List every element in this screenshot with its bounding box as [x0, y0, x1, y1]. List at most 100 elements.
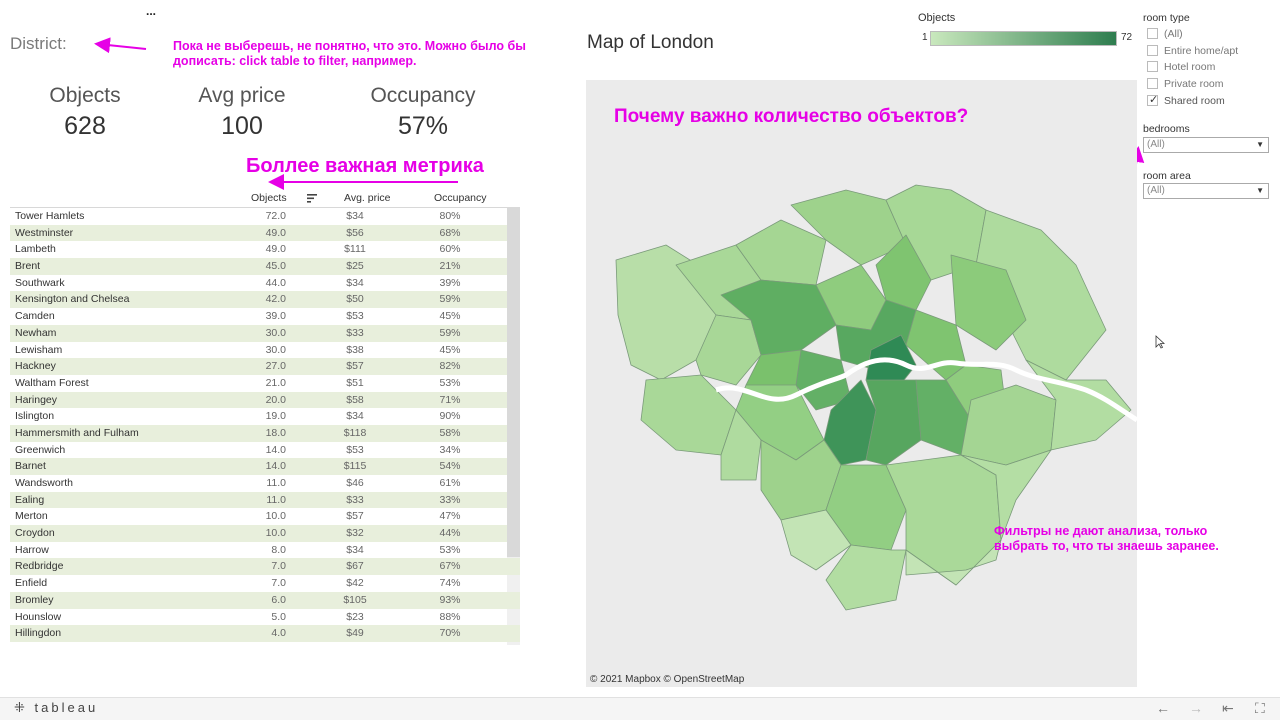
metric-annotation: Боллее важная метрика [246, 155, 484, 177]
occupancy-cell: 74% [439, 577, 461, 590]
table-row[interactable]: Croydon 10.0 $32 44% [10, 525, 520, 542]
bedrooms-dropdown[interactable]: (All) ▼ [1143, 137, 1269, 153]
checkbox[interactable] [1147, 93, 1158, 106]
table-row[interactable]: Kensington and Chelsea 42.0 $50 59% [10, 291, 520, 309]
london-map[interactable] [586, 80, 1137, 687]
occupancy-cell: 34% [439, 443, 461, 456]
avg-price-cell: $111 [344, 243, 366, 256]
checkbox[interactable] [1147, 78, 1158, 90]
table-row[interactable]: Hillingdon 4.0 $49 70% [10, 625, 520, 642]
objects-cell: 20.0 [265, 393, 286, 406]
objects-cell: 7.0 [271, 577, 286, 590]
checkbox[interactable] [1147, 61, 1158, 73]
room-type-option[interactable]: Private room [1147, 78, 1224, 90]
table-row[interactable]: Waltham Forest 21.0 $51 53% [10, 375, 520, 392]
table-row[interactable]: Merton 10.0 $57 47% [10, 508, 520, 525]
table-row[interactable]: Ealing 11.0 $33 33% [10, 491, 520, 509]
redo-icon[interactable]: → [1189, 700, 1203, 716]
table-row[interactable]: Newham 30.0 $33 59% [10, 324, 520, 342]
kpi-value: 57% [397, 112, 449, 140]
occupancy-cell: 88% [439, 610, 461, 623]
objects-cell: 5.0 [271, 610, 286, 623]
undo-icon[interactable]: ← [1156, 700, 1170, 716]
objects-cell: 7.0 [271, 560, 286, 573]
filter-bedrooms-title: bedrooms [1143, 123, 1190, 135]
table-row[interactable]: Islington 19.0 $34 90% [10, 408, 520, 425]
table-row[interactable]: Southwark 44.0 $34 39% [10, 275, 520, 292]
objects-cell: 30.0 [265, 326, 286, 339]
table-row[interactable]: Greenwich 14.0 $53 34% [10, 442, 520, 459]
occupancy-cell: 59% [439, 326, 461, 339]
district-name-cell: Croydon [15, 527, 55, 540]
map-svg[interactable] [586, 80, 1137, 687]
avg-price-cell: $42 [346, 577, 364, 590]
filter-room-area-title: room area [1143, 170, 1191, 182]
avg-price-cell: $46 [346, 477, 364, 489]
objects-cell: 18.0 [265, 426, 286, 439]
occupancy-cell: 33% [439, 493, 461, 506]
fullscreen-icon[interactable]: ⛶ [1255, 700, 1265, 716]
table-row[interactable]: Brent 45.0 $25 21% [10, 258, 520, 275]
district-table[interactable]: Tower Hamlets 72.0 $34 80% Westminster 49.0 $5… [10, 207, 520, 645]
sort-icon[interactable] [307, 194, 317, 203]
room-type-option[interactable]: Shared room [1147, 93, 1225, 107]
district-name-cell: Haringey [15, 393, 58, 406]
table-row[interactable]: Lambeth 49.0 $111 60% [10, 241, 520, 258]
table-row[interactable]: Camden 39.0 $53 45% [10, 308, 520, 325]
table-row[interactable]: Hounslow 5.0 $23 88% [10, 609, 520, 626]
occupancy-cell: 45% [439, 343, 461, 356]
avg-price-cell: $34 [346, 543, 364, 556]
dropdown-value: (All) [1147, 185, 1165, 196]
occupancy-cell: 71% [439, 393, 461, 406]
col-objects[interactable]: Objects [251, 192, 287, 204]
col-avg-price[interactable]: Avg. price [344, 192, 391, 204]
tableau-logo[interactable]: ⁜ tableau [14, 700, 98, 716]
table-row[interactable]: Bromley 6.0 $105 93% [10, 591, 520, 609]
district-name-cell: Kensington and Chelsea [15, 293, 130, 306]
occupancy-cell: 47% [439, 510, 461, 523]
avg-price-cell: $67 [346, 560, 364, 573]
kpi-title: Objects [49, 84, 121, 107]
objects-cell: 10.0 [265, 510, 286, 523]
district-label: District: [10, 34, 67, 53]
borough-region [960, 449, 1052, 541]
col-occupancy[interactable]: Occupancy [434, 192, 487, 204]
objects-cell: 11.0 [266, 493, 286, 506]
room-area-dropdown[interactable]: (All) ▼ [1143, 183, 1269, 199]
objects-cell: 11.0 [266, 477, 286, 489]
avg-price-cell: $56 [346, 226, 364, 239]
borough-region [720, 409, 762, 481]
avg-price-cell: $33 [346, 326, 364, 339]
objects-cell: 19.0 [265, 410, 286, 423]
borough-region [720, 279, 837, 356]
table-row[interactable]: Hammersmith and Fulham 18.0 $118 58% [10, 424, 520, 442]
table-row[interactable]: Tower Hamlets 72.0 $34 80% [10, 208, 520, 225]
revert-icon[interactable]: ⇤ [1222, 700, 1234, 716]
room-type-option[interactable]: Hotel room [1147, 61, 1215, 73]
table-row[interactable]: Lewisham 30.0 $38 45% [10, 342, 520, 359]
table-row[interactable]: Harrow 8.0 $34 53% [10, 542, 520, 559]
room-type-option[interactable]: (All) [1147, 28, 1183, 40]
table-row[interactable]: Enfield 7.0 $42 74% [10, 575, 520, 592]
room-type-option[interactable]: Entire home/apt [1147, 44, 1238, 57]
avg-price-cell: $57 [346, 510, 364, 523]
district-name-cell: Merton [15, 510, 48, 523]
checkbox[interactable] [1147, 28, 1158, 39]
table-row[interactable]: Hackney 27.0 $57 82% [10, 358, 520, 375]
checkbox[interactable] [1147, 44, 1158, 56]
table-row[interactable]: Redbridge 7.0 $67 67% [10, 558, 520, 576]
table-scrollbar[interactable] [507, 207, 520, 557]
table-row[interactable]: Wandsworth 11.0 $46 61% [10, 475, 520, 492]
table-row[interactable]: Haringey 20.0 $58 71% [10, 391, 520, 409]
occupancy-cell: 45% [439, 310, 461, 323]
occupancy-cell: 59% [439, 293, 461, 306]
map-credit[interactable]: © 2021 Mapbox © OpenStreetMap [590, 674, 745, 685]
occupancy-cell: 60% [439, 243, 461, 256]
footer-bar [0, 697, 1280, 720]
kpi-title: Occupancy [370, 84, 476, 107]
objects-cell: 27.0 [265, 360, 286, 373]
table-row[interactable]: Barnet 14.0 $115 54% [10, 458, 520, 475]
kpi-value: 628 [64, 112, 106, 140]
table-row[interactable]: Westminster 49.0 $56 68% [10, 224, 520, 242]
menu-dots[interactable]: ... [146, 4, 157, 18]
